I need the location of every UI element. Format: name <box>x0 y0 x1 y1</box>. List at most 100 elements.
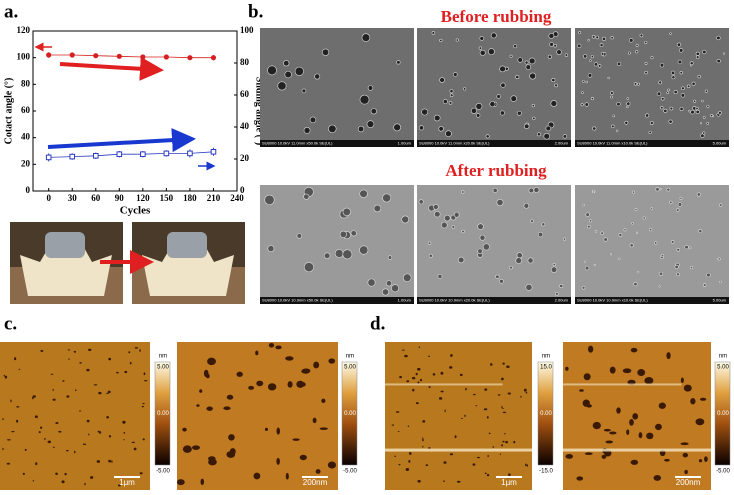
pit <box>328 358 336 364</box>
sem-scale: 2.00um <box>555 298 569 303</box>
pore <box>599 43 604 48</box>
pore <box>695 109 700 114</box>
pore <box>580 103 584 107</box>
pit <box>6 462 10 465</box>
pit <box>96 460 101 463</box>
pit <box>449 453 454 456</box>
pore <box>666 187 671 192</box>
pore <box>479 49 486 56</box>
pore <box>527 257 534 264</box>
pore <box>627 51 631 55</box>
pore <box>437 274 443 279</box>
pit <box>105 392 110 394</box>
pit <box>97 430 100 433</box>
pit <box>248 385 255 390</box>
y-tick-label: 80 <box>21 78 31 88</box>
pit <box>139 349 141 352</box>
scale-bar <box>496 476 522 478</box>
pore <box>584 102 589 107</box>
pore <box>639 33 644 38</box>
image-bg <box>260 185 414 304</box>
pit <box>407 425 410 427</box>
pit <box>499 453 502 455</box>
image-bg <box>0 342 150 490</box>
pit <box>142 403 145 405</box>
pore <box>554 83 558 88</box>
sem-scale: 2.00um <box>555 141 569 146</box>
pore <box>477 223 484 230</box>
scale-label: 1μm <box>119 478 135 487</box>
sem-scale: 5.00um <box>713 298 727 303</box>
pit <box>108 357 112 361</box>
pit <box>646 432 654 440</box>
scale-label: 200nm <box>676 478 701 487</box>
pore <box>644 40 648 44</box>
pore <box>373 204 382 213</box>
point <box>163 54 169 60</box>
pore <box>589 59 592 62</box>
pit <box>476 456 480 459</box>
panel-label: d. <box>370 313 385 334</box>
pit <box>449 366 453 369</box>
pore <box>577 43 582 48</box>
pore <box>633 282 638 287</box>
pore <box>701 99 704 103</box>
pit <box>408 460 411 463</box>
pit <box>40 349 44 352</box>
pit <box>472 463 476 466</box>
pore <box>359 189 368 198</box>
point <box>116 53 122 59</box>
pore <box>594 230 598 233</box>
pit <box>502 440 505 443</box>
pore <box>696 192 701 197</box>
pit <box>3 374 5 377</box>
pit <box>506 365 510 368</box>
color-bar <box>154 361 171 466</box>
pit <box>472 393 476 396</box>
afm-image: 200nm <box>563 342 711 490</box>
pit <box>108 434 112 438</box>
pit <box>296 380 305 388</box>
pit <box>565 366 569 371</box>
pore <box>551 78 556 83</box>
pore <box>663 108 668 113</box>
point <box>187 55 193 61</box>
point <box>93 53 99 59</box>
pit <box>319 427 328 430</box>
pit <box>321 398 326 403</box>
pore <box>314 73 321 80</box>
pore <box>700 122 703 125</box>
info-bar <box>260 140 414 147</box>
pit <box>236 371 243 377</box>
pit <box>133 447 137 451</box>
pit <box>440 371 444 375</box>
sem-image: SU8000 10.0kV 10.9mm x20.0k SE(UL) 2.00um <box>417 185 571 304</box>
pore <box>509 54 513 58</box>
pit <box>653 474 662 481</box>
pit <box>16 419 19 423</box>
pore <box>655 187 660 192</box>
pit <box>129 361 132 365</box>
pore <box>585 212 590 217</box>
pore <box>309 116 317 124</box>
pore <box>499 278 504 284</box>
sem-image: SU8000 10.0kV 11.0mm x10.0k SE(UL) 5.00um <box>575 28 729 147</box>
pore <box>612 114 616 118</box>
pit <box>78 410 82 412</box>
pore <box>496 199 504 207</box>
pore <box>700 133 705 138</box>
pore <box>442 99 448 104</box>
pit <box>501 405 503 409</box>
pore <box>367 278 376 287</box>
pore <box>328 124 337 134</box>
pit <box>313 361 320 369</box>
pore <box>717 257 721 261</box>
pore <box>461 229 465 234</box>
pit <box>275 345 282 350</box>
pore <box>339 230 347 238</box>
pit <box>417 479 421 483</box>
pore <box>593 62 598 67</box>
pore <box>513 44 518 49</box>
pore <box>669 106 674 111</box>
pit <box>576 476 584 481</box>
